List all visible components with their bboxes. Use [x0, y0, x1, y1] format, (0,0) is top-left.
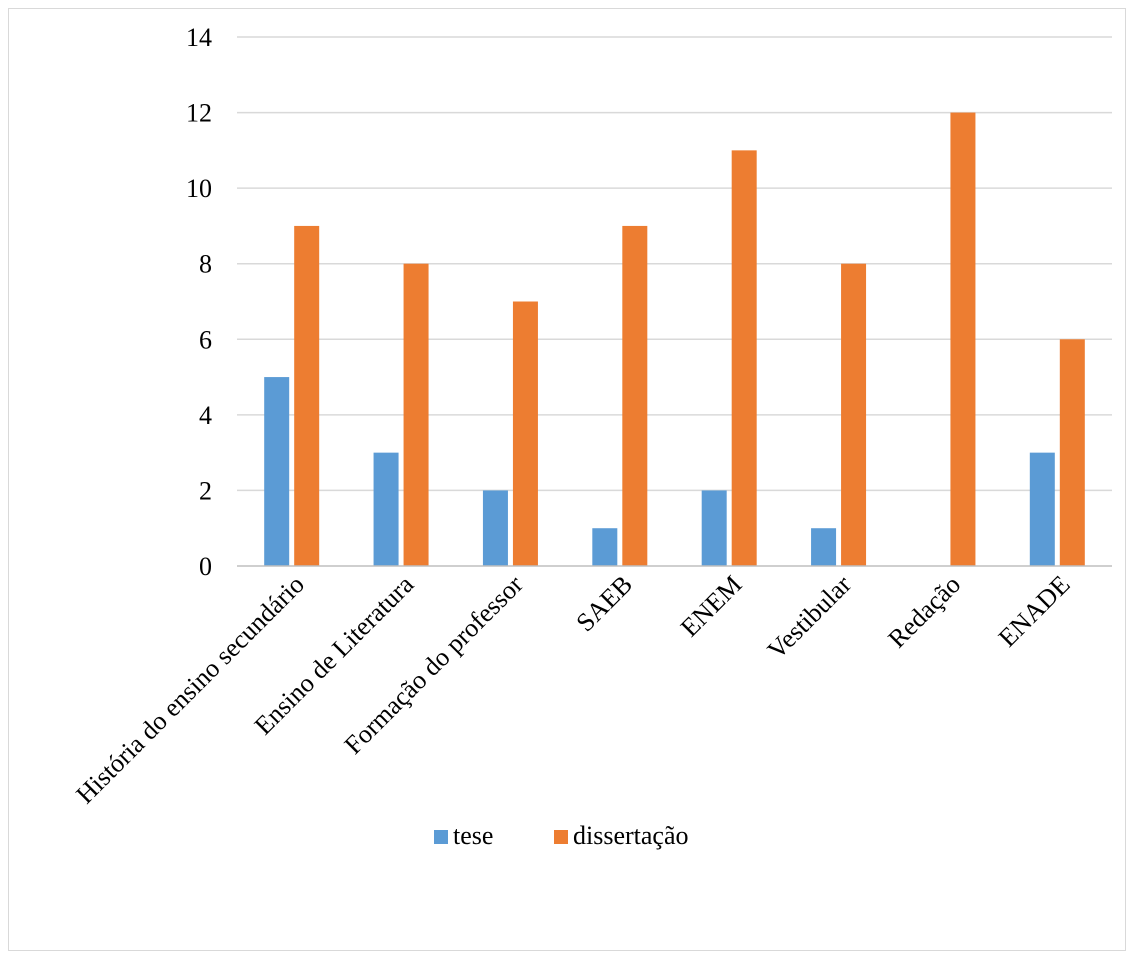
bar-dissertação-1: [403, 263, 429, 566]
bar-dissertação-2: [512, 301, 538, 566]
y-tick-label: 10: [186, 174, 212, 203]
bar-dissertação-3: [622, 225, 648, 566]
bar-dissertação-4: [731, 150, 757, 566]
legend-label-0: tese: [453, 821, 493, 850]
bar-tese-2: [482, 490, 508, 566]
legend-swatch-1: [554, 830, 568, 844]
legend: tese dissertação: [434, 821, 689, 850]
x-tick-label: ENADE: [993, 570, 1076, 653]
x-tick-label: ENEM: [675, 570, 748, 643]
y-axis-tick-labels: 0 2 4 6 8 10 12 14: [186, 23, 212, 581]
y-tick-label: 6: [199, 325, 212, 354]
x-tick-label: SAEB: [571, 570, 639, 638]
bar-tese-1: [373, 452, 399, 566]
y-tick-label: 2: [199, 476, 212, 505]
legend-swatch-0: [434, 830, 448, 844]
x-tick-label: Formação do professor: [339, 569, 529, 759]
legend-label-1: dissertação: [573, 821, 689, 850]
bar-tese-7: [1029, 452, 1055, 566]
x-tick-label: Vestibular: [762, 569, 857, 664]
y-tick-label: 14: [186, 23, 212, 52]
x-tick-label: Redação: [882, 570, 966, 654]
bar-dissertação-7: [1059, 339, 1085, 566]
bar-tese-5: [811, 528, 837, 566]
bar-tese-4: [701, 490, 727, 566]
x-tick-label: História do ensino secundário: [70, 570, 310, 810]
bars: [264, 112, 1085, 567]
bar-dissertação-6: [950, 112, 976, 567]
y-tick-label: 12: [186, 99, 212, 128]
y-tick-label: 8: [199, 250, 212, 279]
bar-tese-3: [592, 528, 618, 566]
bar-dissertação-0: [294, 225, 320, 566]
y-tick-label: 0: [199, 552, 212, 581]
gridlines: [237, 36, 1112, 492]
chart-frame: [8, 8, 1126, 951]
y-tick-label: 4: [199, 401, 212, 430]
bar-dissertação-5: [841, 263, 867, 566]
bar-tese-0: [264, 377, 290, 566]
